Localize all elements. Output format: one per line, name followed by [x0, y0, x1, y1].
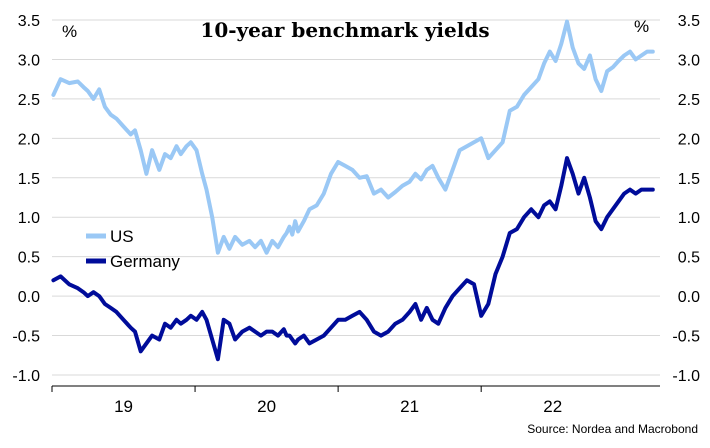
y-axis-right: 3.5 3.0 2.5 2.0 1.5 1.0 0.5 0.0 -0.5 -1.0	[672, 13, 700, 385]
legend-label-us: US	[110, 227, 134, 246]
y-tick-label-left: 0.0	[18, 289, 40, 306]
y-tick-label-left: 3.0	[18, 52, 40, 69]
y-tick-label-left: 2.0	[18, 131, 40, 148]
y-tick-label-right: 0.0	[678, 289, 700, 306]
legend-item-germany: Germany	[86, 252, 180, 271]
x-tick-label: 20	[257, 397, 276, 416]
y-tick-label-right: 2.5	[678, 92, 700, 109]
legend: US Germany	[86, 227, 180, 271]
y-tick-label-right: 1.0	[678, 210, 700, 227]
y-tick-label-right: 3.5	[678, 13, 700, 30]
y-tick-label-left: 3.5	[18, 13, 40, 30]
series-line-germany	[51, 156, 655, 362]
y-tick-label-left: -1.0	[12, 368, 40, 385]
series-line-us	[51, 19, 655, 255]
y-tick-label-right: 1.5	[678, 171, 700, 188]
y-tick-label-right: -0.5	[672, 329, 700, 346]
x-tick-label: 22	[543, 397, 562, 416]
x-axis: 19 20 21 22	[51, 386, 562, 416]
gridlines	[52, 19, 660, 376]
unit-label-left: %	[62, 22, 77, 41]
y-tick-label-left: 1.0	[18, 210, 40, 227]
x-tick-label: 21	[400, 397, 419, 416]
unit-label-right: %	[634, 17, 649, 36]
legend-item-us: US	[86, 227, 134, 246]
series-lines	[51, 19, 655, 362]
y-tick-label-right: 0.5	[678, 250, 700, 267]
chart-title: 10-year benchmark yields	[200, 18, 489, 42]
y-axis-left: 3.5 3.0 2.5 2.0 1.5 1.0 0.5 0.0 -0.5 -1.0	[12, 13, 40, 385]
source-note: Source: Nordea and Macrobond	[527, 422, 698, 436]
y-tick-label-left: 0.5	[18, 250, 40, 267]
y-tick-label-right: 2.0	[678, 131, 700, 148]
y-tick-label-right: -1.0	[672, 368, 700, 385]
legend-label-germany: Germany	[110, 252, 180, 271]
y-tick-label-left: 1.5	[18, 171, 40, 188]
y-tick-label-right: 3.0	[678, 52, 700, 69]
y-tick-label-left: 2.5	[18, 92, 40, 109]
x-tick-label: 19	[114, 397, 133, 416]
y-tick-label-left: -0.5	[12, 329, 40, 346]
